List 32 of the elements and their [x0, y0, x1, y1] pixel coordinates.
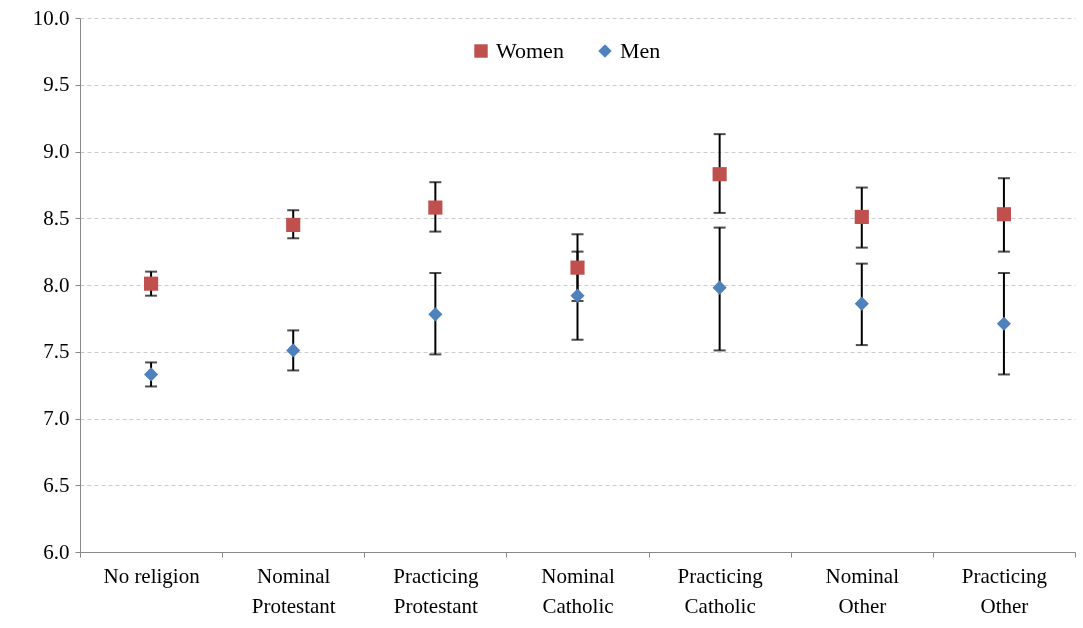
x-tick-label: Nominal Catholic — [541, 563, 615, 618]
y-tick-label: 9.5 — [43, 72, 70, 97]
point — [570, 260, 585, 275]
point — [428, 307, 443, 322]
legend-label: Women — [496, 38, 564, 63]
y-tick-label: 7.0 — [43, 406, 70, 430]
y-tick-label: 10.0 — [32, 5, 70, 30]
y-tick-label: 6.5 — [43, 472, 70, 497]
point — [712, 167, 727, 182]
y-tick-label: 7.5 — [43, 339, 70, 364]
point — [144, 367, 159, 382]
x-tick-label: Nominal Other — [825, 563, 900, 618]
point — [854, 296, 869, 311]
point — [428, 200, 443, 215]
point — [996, 207, 1011, 222]
point — [996, 316, 1011, 331]
x-tick-label: Practicing Other — [961, 563, 1048, 618]
point — [570, 288, 585, 303]
y-tick-label: 6.0 — [43, 539, 70, 564]
x-tick-label: No religion — [103, 563, 201, 588]
x-tick-label: Nominal Protestant — [251, 563, 336, 618]
y-tick-label: 8.5 — [43, 205, 70, 230]
point — [854, 209, 869, 224]
point — [144, 276, 159, 291]
point — [286, 217, 301, 232]
x-tick-label: Practicing Protestant — [393, 563, 479, 618]
y-tick-label: 9.0 — [43, 139, 70, 163]
point — [712, 280, 727, 295]
point — [286, 343, 301, 358]
y-tick-label: 8.0 — [43, 272, 70, 297]
x-tick-label: Practicing Catholic — [677, 563, 764, 618]
legend-label: Men — [620, 38, 661, 63]
